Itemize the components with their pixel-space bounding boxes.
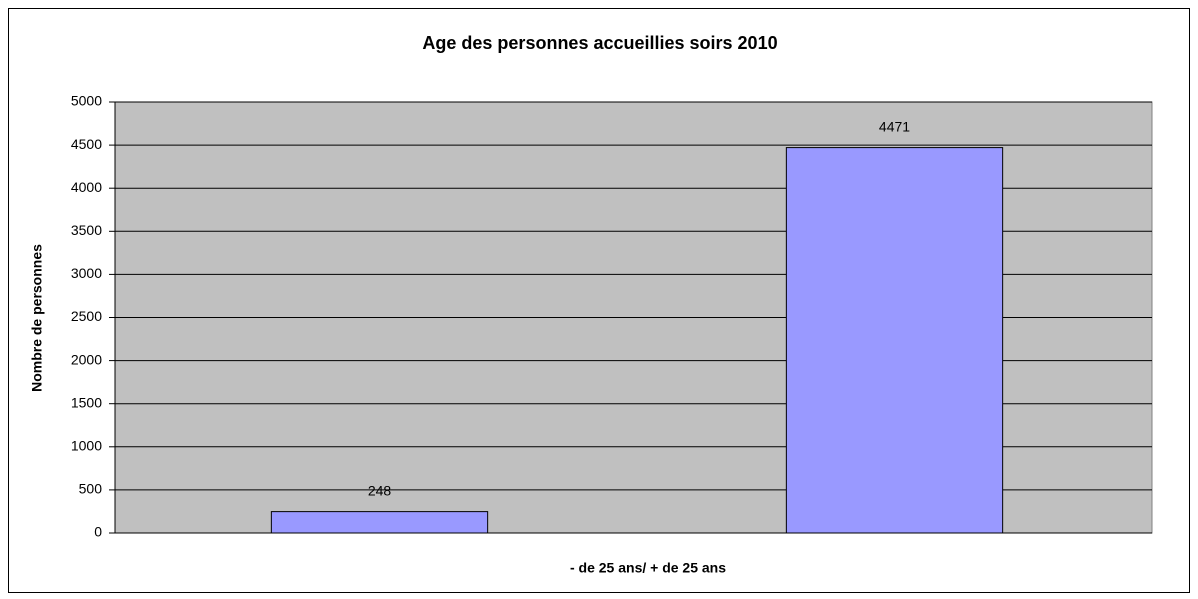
y-tick-label: 1000	[71, 438, 102, 454]
y-tick-label: 4000	[71, 179, 102, 195]
y-tick-label: 1500	[71, 394, 102, 410]
y-axis-label: Nombre de personnes	[29, 244, 45, 392]
data-label: 4471	[879, 118, 910, 134]
x-axis-label: - de 25 ans/ + de 25 ans	[570, 560, 726, 576]
y-tick-label: 5000	[71, 93, 102, 109]
y-tick-label: 2500	[71, 308, 102, 324]
bar	[270, 511, 489, 534]
chart-title: Age des personnes accueillies soirs 2010	[422, 33, 777, 53]
bar	[785, 147, 1004, 534]
y-tick-label: 3000	[71, 265, 102, 281]
y-tick-label: 2000	[71, 351, 102, 367]
y-tick-label: 4500	[71, 136, 102, 152]
y-tick-label: 500	[79, 481, 103, 497]
y-tick-label: 3500	[71, 222, 102, 238]
data-label: 248	[368, 482, 392, 498]
y-tick-label: 0	[94, 524, 102, 540]
